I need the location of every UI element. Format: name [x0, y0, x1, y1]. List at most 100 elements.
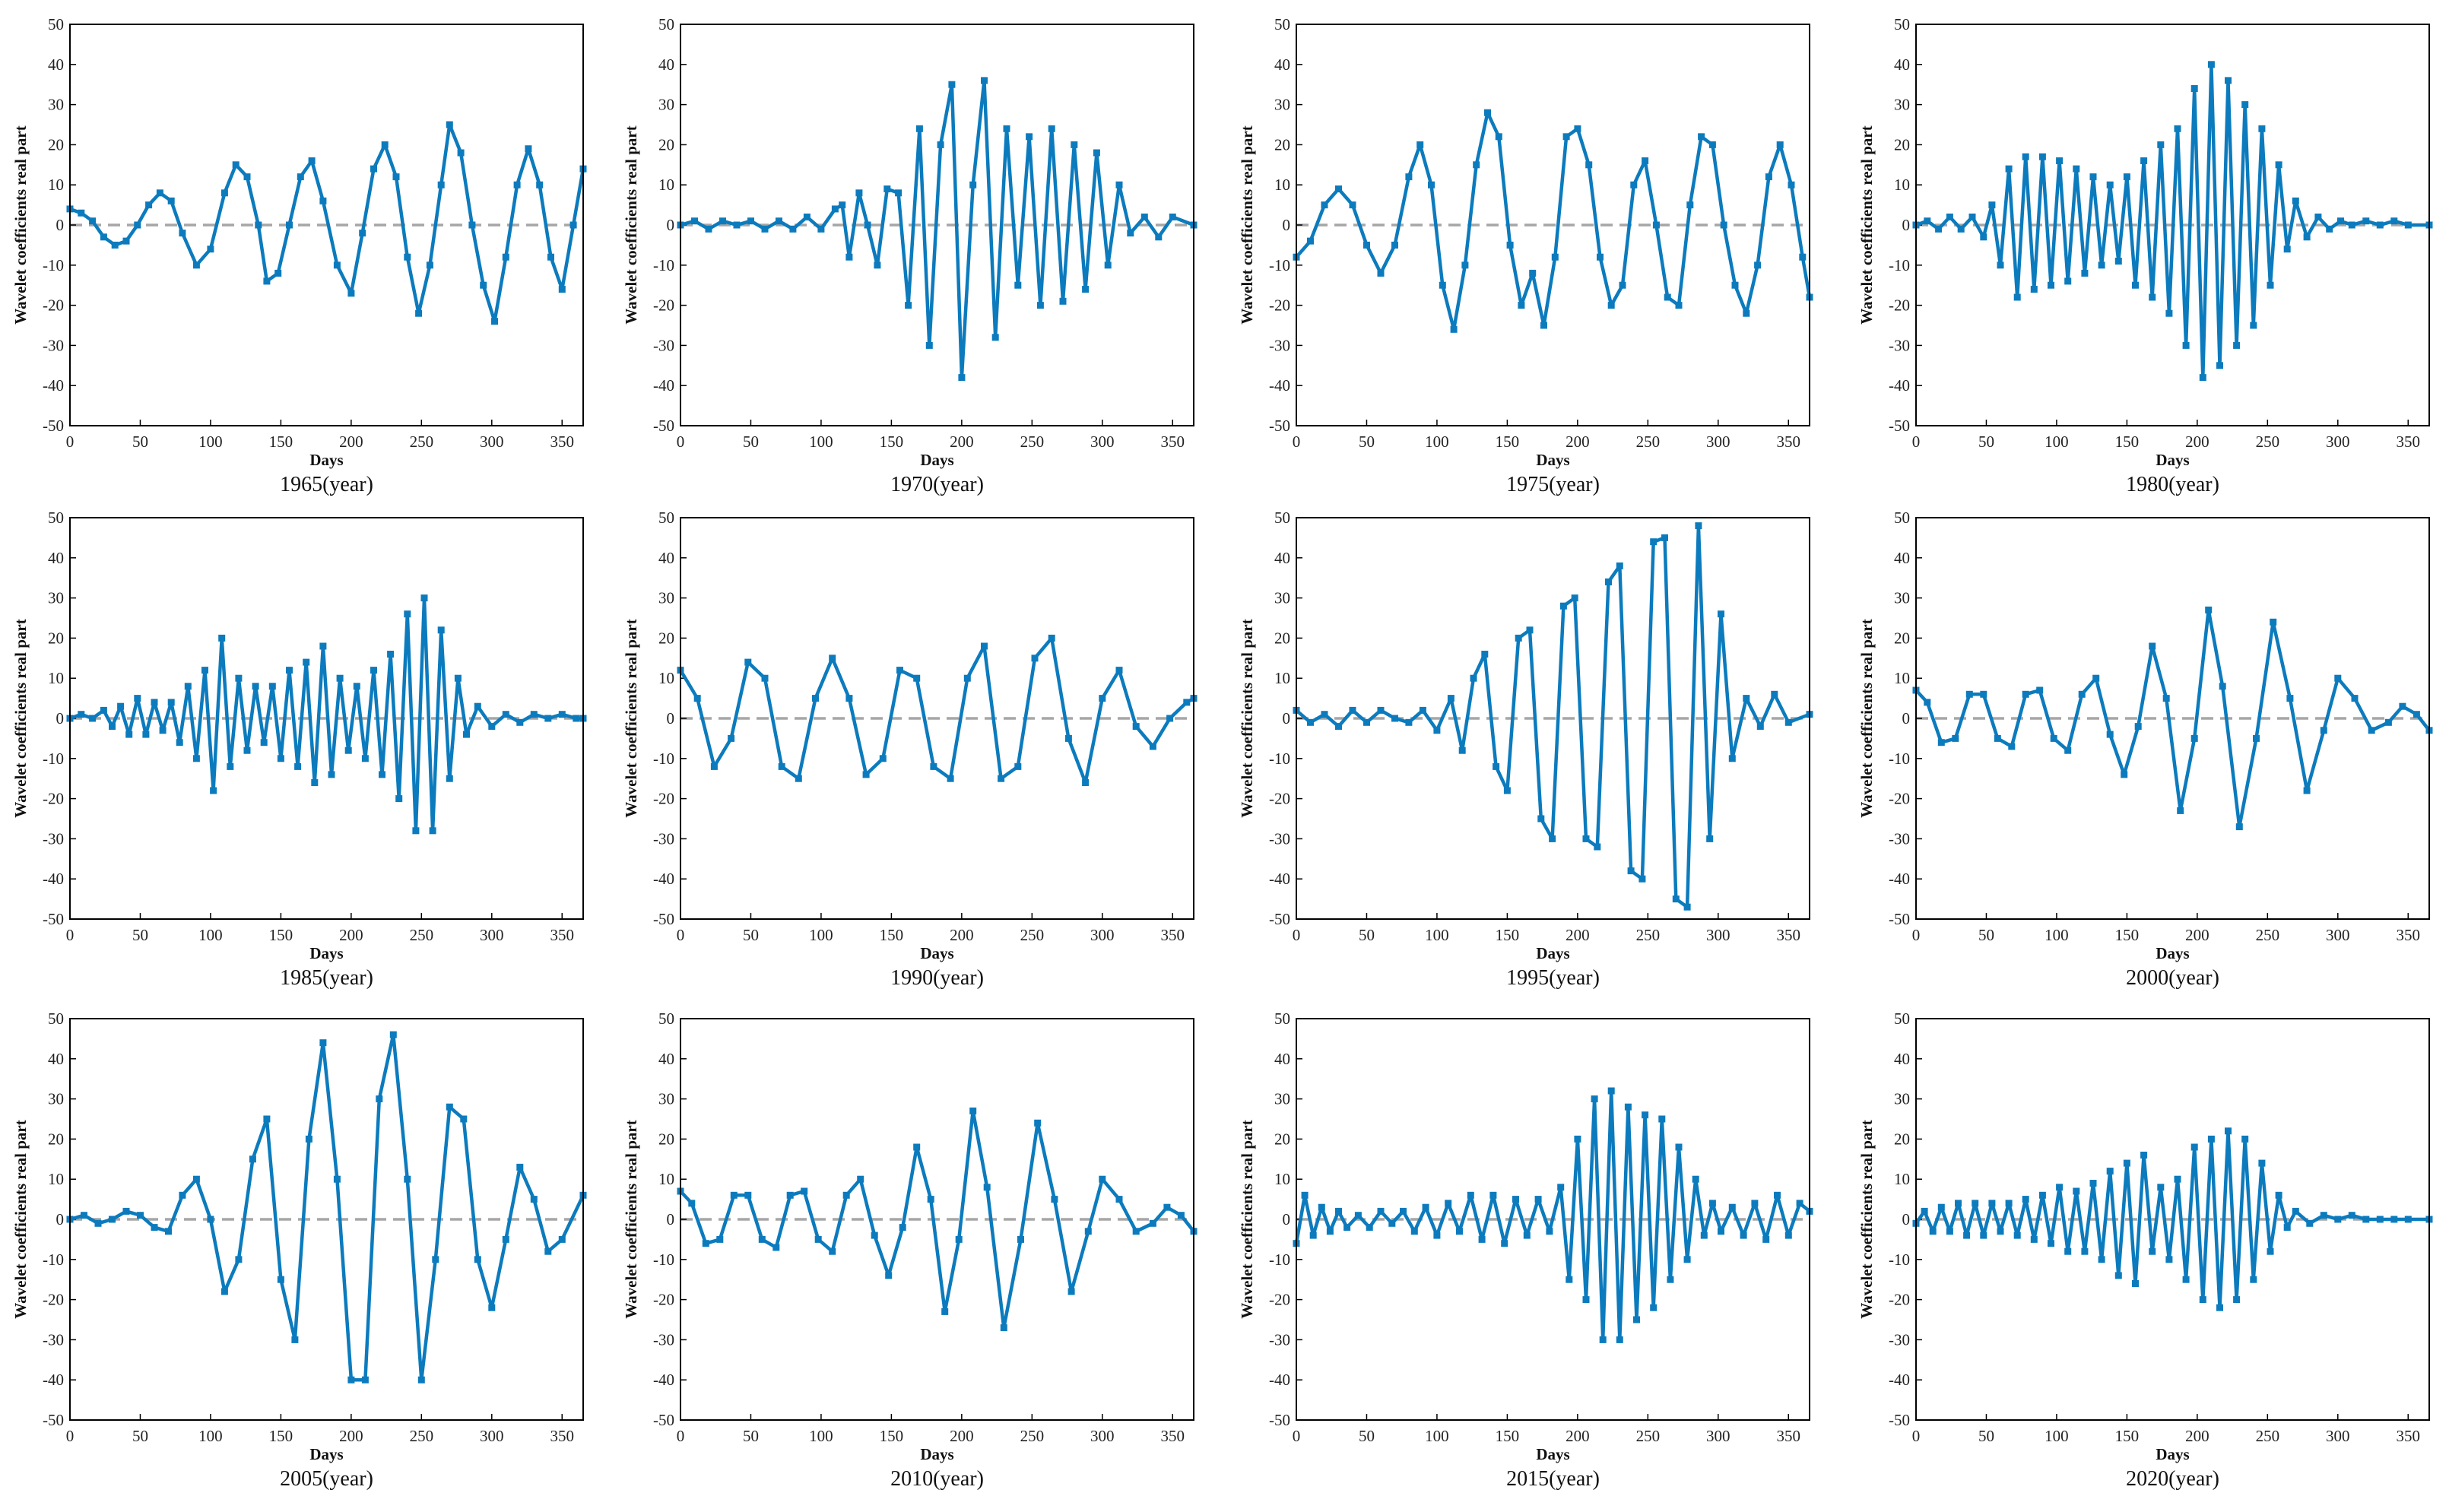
data-point	[145, 201, 153, 209]
data-point	[1616, 562, 1623, 569]
data-point	[1433, 727, 1441, 734]
data-point	[404, 1175, 411, 1183]
data-point	[210, 787, 217, 794]
data-point	[2413, 711, 2420, 718]
x-tick-label: 0	[677, 433, 685, 451]
data-point	[1051, 1196, 1058, 1203]
data-point	[1031, 655, 1039, 662]
data-point	[243, 173, 251, 181]
x-tick-label: 0	[1293, 1427, 1301, 1445]
data-point	[89, 217, 97, 225]
x-tick-label: 150	[2115, 926, 2140, 944]
data-point	[1169, 213, 1176, 220]
data-point	[1493, 762, 1500, 770]
y-tick-label: -20	[43, 1291, 64, 1309]
y-tick-label: -50	[1269, 417, 1290, 435]
data-point	[1391, 241, 1398, 249]
data-point	[1099, 695, 1106, 702]
y-tick-label: -10	[1269, 750, 1290, 768]
y-tick-label: -10	[43, 1250, 64, 1269]
y-tick-label: 30	[48, 1090, 64, 1108]
data-point	[1163, 1203, 1171, 1211]
data-point	[2384, 718, 2392, 726]
y-tick-label: 0	[1902, 709, 1911, 727]
data-point	[2368, 727, 2375, 734]
x-axis-label: Days	[920, 1445, 953, 1463]
x-tick-label: 250	[1020, 926, 1045, 944]
data-point	[446, 121, 453, 128]
data-point	[1155, 233, 1163, 241]
y-tick-label: -40	[1269, 1371, 1290, 1389]
data-point	[1400, 1207, 1407, 1215]
x-tick-label: 200	[339, 926, 363, 944]
data-point	[2216, 1304, 2223, 1311]
plot-frame	[1296, 517, 1810, 920]
data-point	[286, 221, 293, 229]
y-tick-label: -50	[1889, 910, 1910, 928]
data-point	[1605, 578, 1612, 585]
data-point	[2022, 1196, 2029, 1203]
y-tick-label: 40	[1274, 55, 1290, 74]
y-tick-label: -40	[43, 376, 64, 395]
data-point	[896, 667, 903, 674]
data-point	[845, 253, 853, 261]
data-point	[176, 739, 183, 746]
data-point	[937, 141, 944, 148]
y-tick-label: 30	[1274, 1090, 1290, 1108]
plot-frame	[69, 24, 584, 426]
x-tick-label: 100	[809, 926, 833, 944]
data-point	[359, 230, 366, 237]
x-tick-label: 150	[269, 433, 293, 451]
y-tick-label: 0	[56, 216, 65, 234]
x-tick-label: 0	[1912, 926, 1921, 944]
data-point	[1658, 1115, 1666, 1123]
y-tick-label: 10	[1894, 1170, 1910, 1188]
x-tick-label: 300	[2326, 926, 2350, 944]
data-point	[2334, 674, 2342, 682]
data-point	[2050, 734, 2057, 742]
plot-frame	[1915, 1018, 2430, 1421]
data-point	[263, 277, 271, 285]
data-point	[1574, 125, 1581, 132]
x-tick-label: 250	[2256, 1427, 2280, 1445]
data-point	[1743, 309, 1750, 317]
y-tick-label: 30	[48, 96, 64, 114]
data-point	[2174, 1175, 2181, 1183]
y-tick-label: -40	[1269, 376, 1290, 395]
data-point	[1335, 723, 1342, 731]
y-axis-label: Wavelet coefficients real part	[1238, 125, 1256, 324]
y-tick-label: 40	[658, 55, 674, 74]
data-point	[558, 1235, 566, 1243]
data-point	[1495, 133, 1502, 141]
y-tick-label: 20	[1274, 629, 1290, 647]
data-point	[1718, 610, 1724, 618]
data-point	[249, 1155, 256, 1163]
y-tick-label: 10	[1274, 1170, 1290, 1188]
data-point	[1140, 213, 1148, 220]
data-point	[417, 1376, 425, 1384]
data-point	[1559, 602, 1567, 610]
y-tick-label: 40	[48, 1050, 64, 1068]
data-point	[812, 695, 819, 702]
data-point	[2089, 1180, 2097, 1187]
data-point	[404, 253, 411, 261]
data-point	[2177, 807, 2184, 814]
y-tick-label: 0	[1283, 1210, 1291, 1228]
y-axis-label: Wavelet coefficients real part	[1238, 1120, 1256, 1318]
data-point	[1149, 1219, 1156, 1227]
data-point	[502, 711, 509, 718]
data-point	[1924, 217, 1931, 225]
data-point	[437, 181, 445, 189]
data-point	[353, 683, 360, 690]
x-tick-label: 100	[1425, 1427, 1449, 1445]
data-point	[991, 334, 999, 341]
x-tick-label: 100	[1425, 926, 1449, 944]
x-tick-label: 150	[1496, 1427, 1520, 1445]
x-tick-label: 200	[339, 1427, 363, 1445]
data-point	[969, 181, 977, 189]
y-tick-label: 10	[1894, 669, 1910, 687]
data-point	[801, 1187, 808, 1195]
data-point	[1335, 185, 1342, 192]
series-line	[1915, 62, 2429, 379]
